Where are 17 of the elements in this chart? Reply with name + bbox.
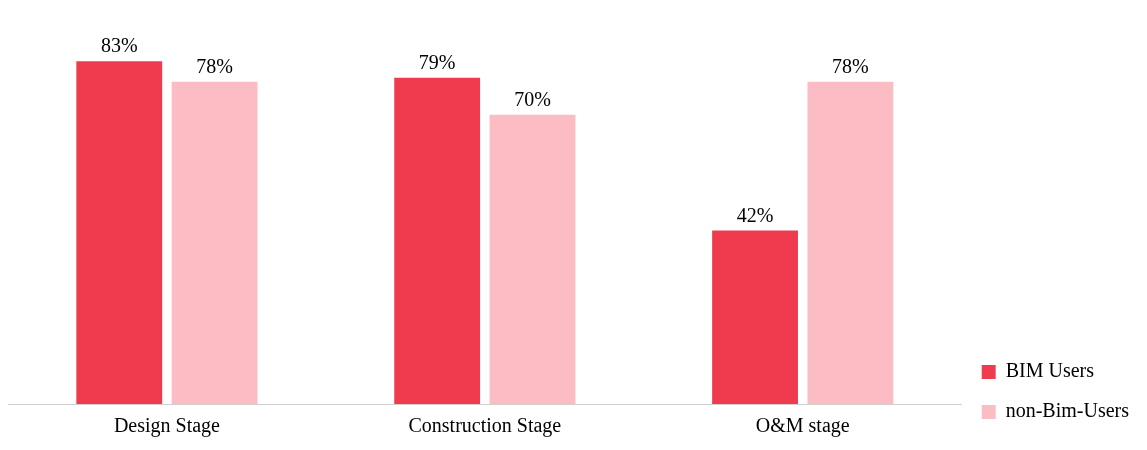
data-label: 70% [514, 88, 551, 111]
bar [394, 77, 481, 404]
x-tick-label: Design Stage [113, 414, 221, 438]
bar [489, 114, 576, 404]
x-tick-label: Construction Stage [408, 414, 562, 438]
data-label: 78% [196, 55, 233, 78]
x-tick-label: O&M stage [755, 414, 850, 438]
data-label: 42% [736, 203, 774, 226]
bar [807, 81, 894, 404]
legend-label: non-Bim-Users [1005, 399, 1130, 422]
data-label: 83% [100, 34, 138, 57]
data-label: 79% [418, 50, 456, 73]
bar [712, 230, 798, 404]
bar [171, 81, 258, 404]
data-label: 78% [832, 55, 869, 78]
legend-label: BIM Users [1005, 359, 1095, 382]
bar [76, 61, 163, 404]
